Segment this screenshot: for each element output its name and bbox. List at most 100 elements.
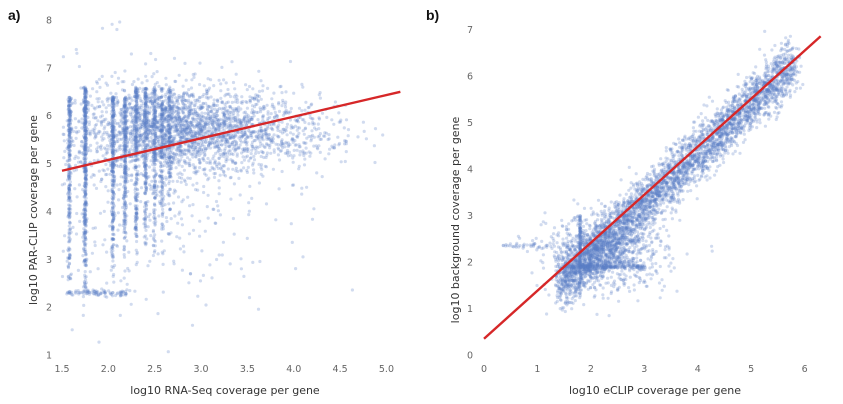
scatter-point	[373, 127, 378, 131]
scatter-point	[136, 115, 140, 119]
scatter-point	[265, 151, 269, 155]
scatter-point	[292, 148, 296, 152]
scatter-point	[202, 184, 206, 189]
scatter-point	[202, 124, 206, 128]
scatter-point	[128, 105, 132, 109]
scatter-point	[67, 247, 71, 251]
scatter-point	[130, 82, 134, 87]
scatter-point	[115, 183, 119, 187]
scatter-point	[181, 133, 185, 137]
scatter-point	[260, 167, 264, 171]
scatter-point	[240, 134, 244, 138]
scatter-point	[249, 152, 253, 156]
scatter-point	[284, 108, 288, 112]
scatter-point	[143, 210, 147, 214]
scatter-point	[68, 203, 72, 207]
scatter-point	[187, 144, 191, 148]
scatter-point	[112, 206, 116, 210]
scatter-point	[346, 128, 351, 132]
scatter-point	[129, 120, 133, 124]
scatter-point	[191, 92, 195, 96]
scatter-point	[257, 94, 261, 99]
scatter-point	[122, 130, 126, 134]
scatter-point	[122, 236, 126, 240]
scatter-point	[126, 119, 130, 123]
scatter-point	[206, 112, 211, 116]
scatter-point	[68, 197, 72, 201]
scatter-point	[173, 79, 177, 83]
scatter-point	[220, 143, 224, 147]
scatter-point	[180, 223, 184, 227]
scatter-point	[258, 128, 262, 132]
scatter-point	[294, 267, 298, 271]
scatter-point	[151, 87, 155, 91]
scatter-point	[145, 143, 149, 147]
scatter-point	[122, 138, 126, 142]
scatter-point	[243, 129, 247, 133]
scatter-point	[146, 117, 150, 121]
scatter-point	[215, 114, 219, 118]
scatter-point	[302, 141, 306, 145]
scatter-point	[153, 141, 157, 145]
scatter-point	[168, 141, 172, 145]
scatter-point	[153, 118, 157, 122]
scatter-point	[238, 120, 243, 124]
scatter-point	[104, 152, 108, 156]
scatter-point	[250, 110, 254, 115]
scatter-point	[68, 237, 72, 241]
scatter-point	[236, 130, 240, 134]
scatter-point	[82, 190, 87, 195]
scatter-point	[167, 101, 172, 105]
scatter-point	[160, 239, 164, 243]
scatter-point	[202, 158, 206, 163]
scatter-point	[177, 96, 181, 100]
scatter-point	[127, 250, 131, 254]
scatter-point	[300, 192, 304, 196]
scatter-point	[128, 111, 132, 115]
scatter-point	[167, 202, 171, 206]
scatter-point	[159, 104, 163, 108]
scatter-point	[224, 119, 228, 123]
scatter-point	[138, 133, 142, 137]
scatter-point	[145, 128, 149, 132]
scatter-point	[211, 112, 215, 116]
scatter-point	[231, 80, 236, 85]
scatter-point	[83, 270, 87, 274]
scatter-point	[220, 122, 224, 126]
scatter-point	[111, 146, 115, 150]
scatter-point	[67, 262, 71, 266]
scatter-point	[215, 257, 219, 262]
scatter-point	[129, 147, 133, 151]
scatter-point	[180, 200, 184, 204]
scatter-point	[191, 203, 195, 207]
scatter-point	[73, 117, 77, 121]
scatter-point	[134, 181, 138, 185]
scatter-point	[77, 64, 81, 69]
scatter-point	[295, 128, 299, 132]
scatter-point	[197, 141, 201, 145]
scatter-point	[242, 146, 246, 151]
scatter-point	[252, 158, 257, 162]
scatter-point	[163, 136, 167, 140]
scatter-point	[225, 151, 230, 155]
scatter-point	[236, 146, 241, 150]
scatter-point	[119, 162, 123, 167]
scatter-point	[142, 132, 146, 136]
scatter-point	[152, 185, 156, 189]
scatter-point	[228, 94, 233, 99]
scatter-point	[224, 140, 228, 144]
scatter-point	[216, 145, 220, 149]
scatter-point	[277, 187, 281, 191]
scatter-point	[257, 69, 261, 73]
scatter-point	[106, 189, 110, 193]
scatter-point	[174, 152, 178, 156]
scatter-point	[60, 274, 65, 279]
scatter-point	[316, 135, 320, 139]
scatter-point	[247, 120, 251, 124]
scatter-point	[125, 132, 129, 136]
scatter-point	[284, 140, 288, 144]
scatter-point	[191, 111, 195, 115]
scatter-point	[262, 145, 266, 149]
scatter-point	[211, 207, 215, 211]
scatter-point	[317, 144, 321, 148]
